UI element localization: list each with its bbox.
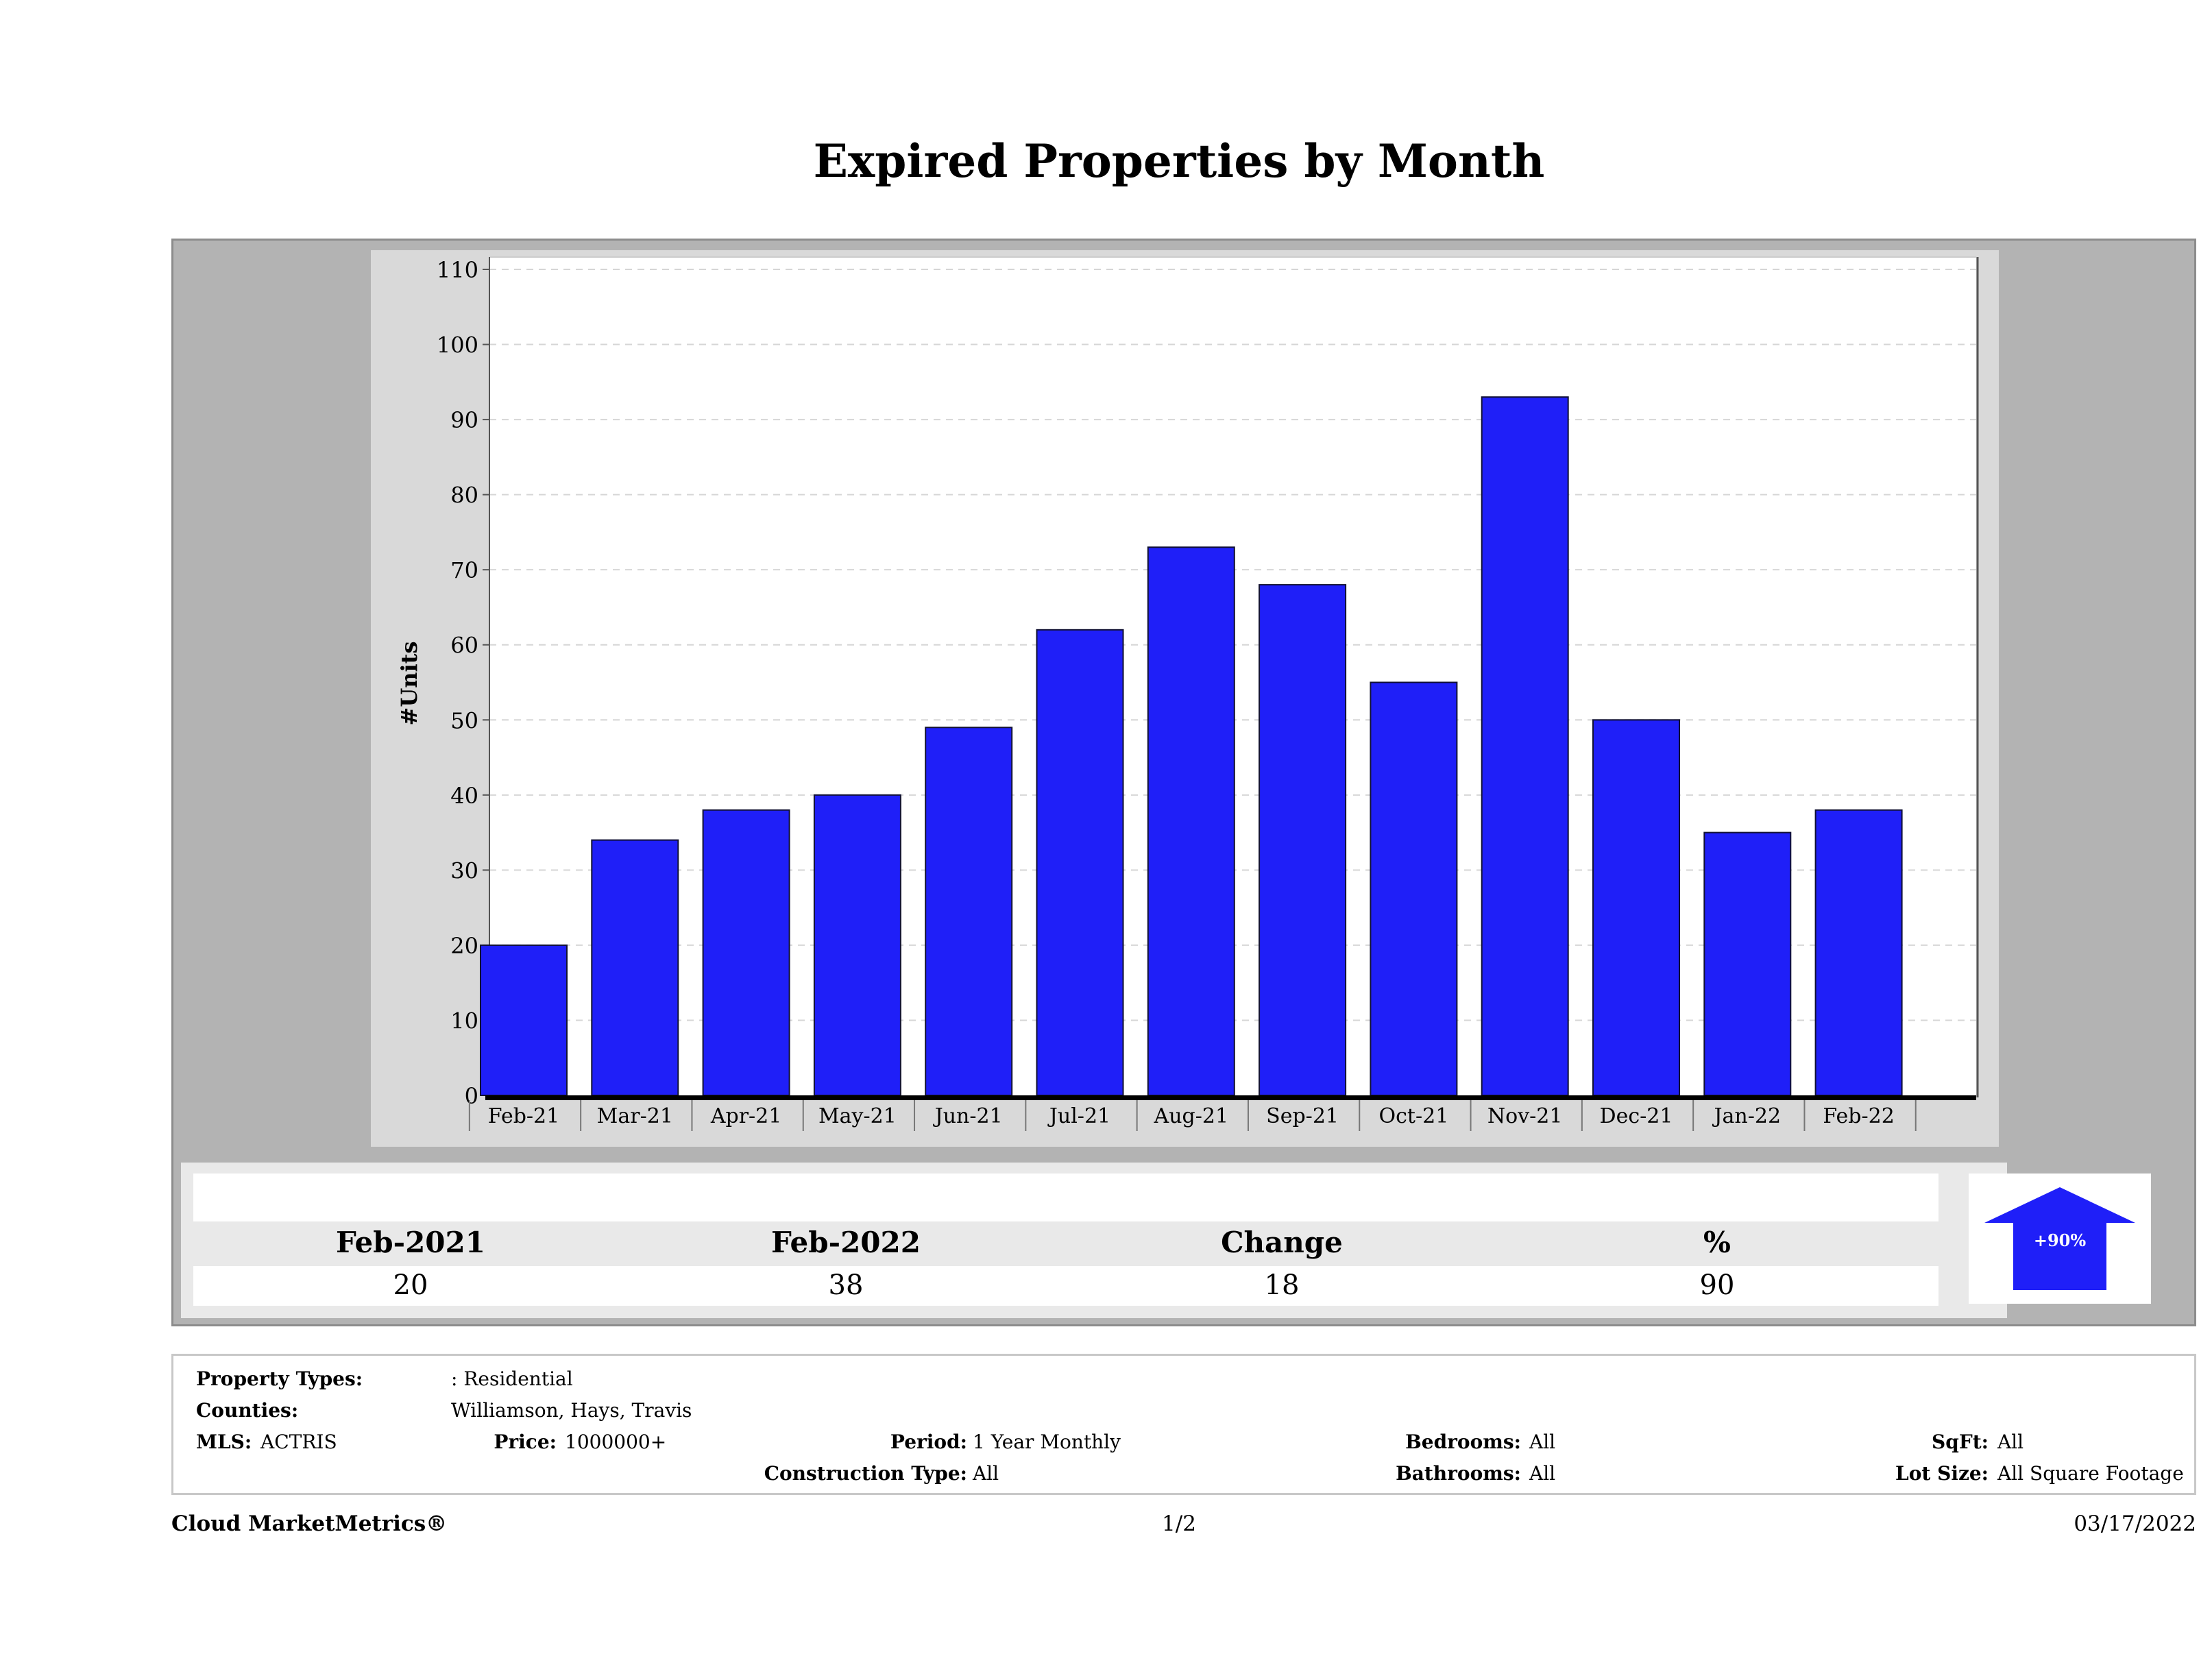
change-badge-label: +90% xyxy=(2034,1230,2087,1250)
bar xyxy=(702,809,790,1097)
x-tick-label: Feb-22 xyxy=(1823,1104,1894,1128)
x-tick-label: May-21 xyxy=(818,1104,897,1128)
x-tick-label: Dec-21 xyxy=(1600,1104,1673,1128)
price-label: Price: xyxy=(494,1431,557,1453)
chart-title: Expired Properties by Month xyxy=(813,134,1545,188)
bathrooms-value: All xyxy=(1529,1462,1556,1485)
summary-value-end: 38 xyxy=(828,1269,864,1301)
sqft-value: All xyxy=(1997,1431,2024,1453)
counties-label: Counties: xyxy=(196,1399,299,1422)
property-types-label: Property Types: xyxy=(196,1367,363,1390)
summary-value-change: 18 xyxy=(1264,1269,1300,1301)
y-tick-label: 110 xyxy=(437,257,478,283)
summary-header-end: Feb-2022 xyxy=(771,1226,921,1259)
x-tick-label: Oct-21 xyxy=(1379,1104,1449,1128)
bar-chart: 0 10 20 30 40 50 60 70 80 90 100 110 Feb-21 Mar-21 Apr… xyxy=(396,256,1979,1131)
lot-size-value: All Square Footage xyxy=(1997,1462,2184,1485)
criteria-box xyxy=(171,1354,2196,1495)
mls-label: MLS: xyxy=(196,1431,252,1453)
bar xyxy=(1592,719,1680,1096)
bar xyxy=(813,794,901,1096)
bar xyxy=(1259,584,1347,1097)
price-value: 1000000+ xyxy=(565,1431,667,1453)
x-tick-label: Jul-21 xyxy=(1047,1104,1110,1128)
bar xyxy=(1481,396,1569,1096)
bar xyxy=(1147,546,1235,1096)
x-axis xyxy=(485,1095,1976,1100)
construction-type-value: All xyxy=(973,1462,999,1485)
counties-value: Williamson, Hays, Travis xyxy=(451,1399,692,1422)
x-tick-label: Apr-21 xyxy=(710,1104,782,1128)
summary-value-percent: 90 xyxy=(1699,1269,1735,1301)
x-tick-label: Nov-21 xyxy=(1487,1104,1563,1128)
y-tick-label: 50 xyxy=(450,707,478,733)
mls-value: ACTRIS xyxy=(260,1431,337,1453)
x-tick-label: Aug-21 xyxy=(1154,1104,1229,1128)
property-types-value: : Residential xyxy=(451,1367,573,1390)
up-arrow-shape xyxy=(1984,1187,2135,1290)
y-tick-label: 40 xyxy=(450,783,478,809)
bedrooms-value: All xyxy=(1529,1431,1556,1453)
summary-value-start: 20 xyxy=(393,1269,428,1301)
x-tick-label: Mar-21 xyxy=(597,1104,673,1128)
summary-top-strip xyxy=(193,1174,1938,1221)
y-axis-label: #Units xyxy=(396,642,422,726)
y-tick-label: 30 xyxy=(450,858,478,884)
bar xyxy=(925,727,1013,1096)
y-tick-label: 60 xyxy=(450,633,478,659)
summary-header-change: Change xyxy=(1221,1226,1343,1259)
bar xyxy=(1036,629,1124,1096)
x-tick-label: Feb-21 xyxy=(488,1104,559,1128)
y-tick-label: 70 xyxy=(450,557,478,583)
summary-header-start: Feb-2021 xyxy=(336,1226,485,1259)
bathrooms-label: Bathrooms: xyxy=(1396,1462,1521,1485)
period-label: Period: xyxy=(890,1431,967,1453)
x-tick-label: Jun-21 xyxy=(933,1104,1003,1128)
footer-date: 03/17/2022 xyxy=(2074,1511,2196,1536)
bar xyxy=(1814,809,1903,1097)
bar xyxy=(1370,681,1458,1096)
y-tick-label: 0 xyxy=(465,1083,478,1109)
bar xyxy=(480,944,568,1097)
y-tick-label: 100 xyxy=(437,332,478,358)
x-tick-label: Jan-22 xyxy=(1712,1104,1782,1128)
footer-page-number: 1/2 xyxy=(1162,1511,1196,1536)
period-value: 1 Year Monthly xyxy=(973,1431,1121,1453)
summary-header-percent: % xyxy=(1703,1226,1731,1259)
x-tick-label: Sep-21 xyxy=(1266,1104,1339,1128)
y-tick-label: 80 xyxy=(450,483,478,509)
bar xyxy=(1703,831,1792,1096)
y-tick-label: 20 xyxy=(450,933,478,959)
y-tick-label: 10 xyxy=(450,1008,478,1034)
footer-brand: Cloud MarketMetrics® xyxy=(171,1511,448,1536)
sqft-label: SqFt: xyxy=(1932,1431,1989,1453)
construction-type-label: Construction Type: xyxy=(764,1462,967,1485)
bedrooms-label: Bedrooms: xyxy=(1405,1431,1521,1453)
up-arrow-icon: +90% xyxy=(1984,1187,2135,1290)
lot-size-label: Lot Size: xyxy=(1895,1462,1989,1485)
y-tick-label: 90 xyxy=(450,407,478,433)
bar xyxy=(591,839,679,1097)
summary-value-strip xyxy=(193,1266,1938,1306)
